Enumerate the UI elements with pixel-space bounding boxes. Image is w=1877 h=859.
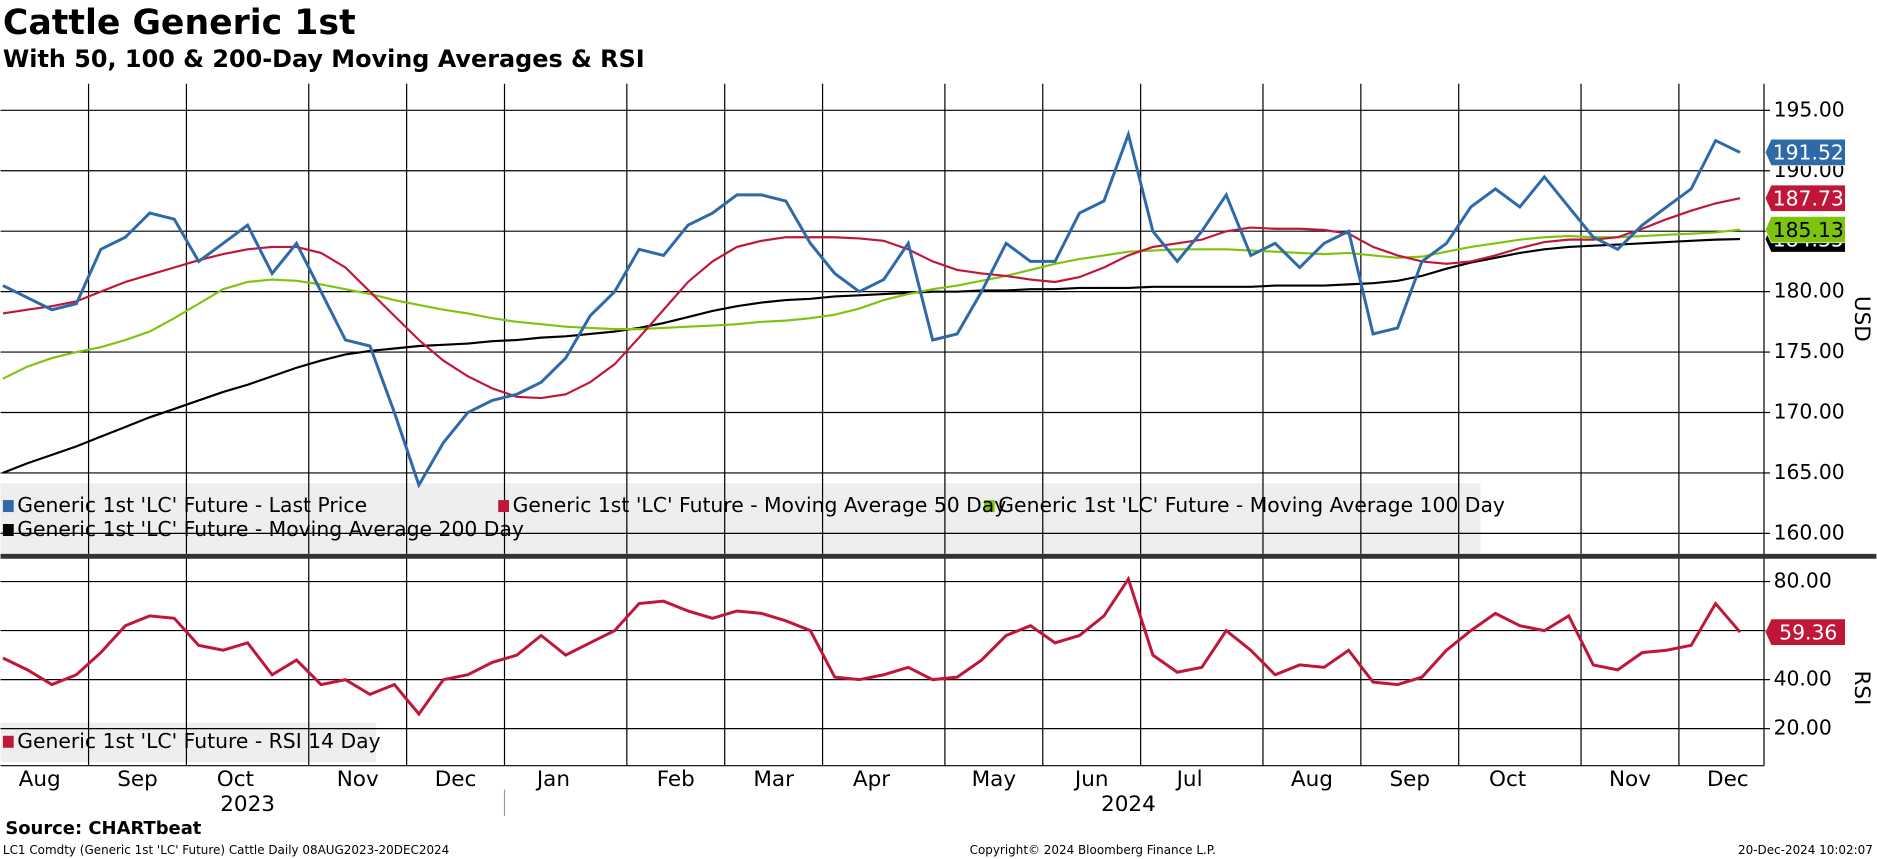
subtitle: With 50, 100 & 200-Day Moving Averages &… [3,45,645,73]
footer-left: LC1 Comdty (Generic 1st 'LC' Future) Cat… [3,843,449,857]
x-tick-label: Jul [1175,767,1203,792]
x-tick-label: Jun [1073,767,1109,792]
x-tick-label: Nov [337,767,379,792]
x-tick-label: Oct [1489,767,1526,792]
source: Source: CHARTbeat [5,818,201,839]
legend-box [0,483,1481,554]
x-tick-label: Mar [753,767,794,792]
legend-swatch [498,500,509,513]
title: Cattle Generic 1st [3,3,356,43]
x-tick-label: Nov [1609,767,1651,792]
price-line [2,575,1742,717]
legend-label: Generic 1st 'LC' Future - Moving Average… [998,493,1505,517]
x-tick-label: Sep [117,767,158,792]
x-tick-label: Sep [1389,767,1430,792]
y-tick-label: 80.00 [1774,569,1832,593]
y-axis-label: RSI [1849,670,1874,705]
legend-swatch [2,524,14,536]
x-tick-label: Apr [853,767,890,792]
y-axis-label: USD [1849,296,1874,342]
value-badge [1764,138,1846,166]
x-tick-label: Dec [435,767,477,792]
value-badge-label: 187.73 [1773,186,1844,210]
x-tick-label: Dec [1707,767,1749,792]
x-tick-label: Jan [535,767,570,792]
legend-label: Generic 1st 'LC' Future - Moving Average… [513,493,1007,517]
y-tick-label: 20.00 [1774,716,1832,740]
x-tick-label: Aug [19,767,61,792]
y-tick-label: 175.00 [1774,339,1845,363]
price-line [2,228,1741,380]
x-tick-label: Oct [217,767,254,792]
price-line [2,237,1741,474]
price-line [2,129,1741,489]
legend-swatch [983,500,995,513]
x-tick-label: Aug [1291,767,1333,792]
legend-label: Generic 1st 'LC' Future - Last Price [17,493,367,517]
year-label: 2024 [1101,792,1156,817]
year-label: 2023 [220,792,275,817]
footer-right: 20-Dec-2024 10:02:07 [1738,843,1873,857]
legend-swatch [2,735,14,748]
footer-center: Copyright© 2024 Bloomberg Finance L.P. [970,843,1216,857]
y-tick-label: 170.00 [1774,400,1845,424]
value-badge [1764,184,1846,212]
y-tick-label: 165.00 [1774,460,1845,484]
x-tick-label: Feb [657,767,695,792]
legend-label: Generic 1st 'LC' Future - Moving Average… [17,517,524,541]
y-tick-label: 180.00 [1774,279,1845,303]
y-tick-label: 160.00 [1774,520,1845,544]
x-tick-label: May [972,767,1017,792]
value-badge-label: 185.13 [1773,218,1844,242]
value-badge-label: 191.52 [1773,141,1844,165]
value-badge [1764,618,1846,646]
legend-swatch [2,500,14,513]
y-tick-label: 195.00 [1774,97,1845,121]
legend-label: Generic 1st 'LC' Future - RSI 14 Day [17,729,380,753]
y-tick-label: 40.00 [1774,667,1832,691]
value-badge-label: 59.36 [1779,620,1837,644]
value-badge [1764,216,1846,244]
